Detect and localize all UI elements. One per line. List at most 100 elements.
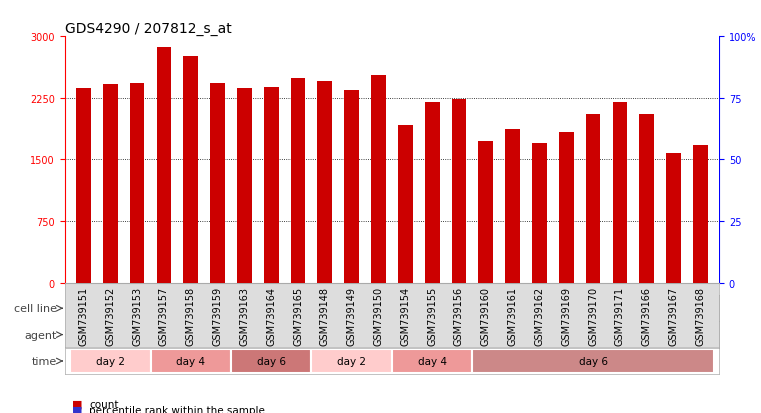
Text: GSM739155: GSM739155 (427, 286, 437, 345)
Text: time: time (31, 356, 56, 366)
Bar (532, 144, 547, 283)
Bar (210, 84, 225, 283)
Bar (237, 89, 252, 283)
Text: GSM739166: GSM739166 (642, 286, 651, 345)
Text: MOLM-13: MOLM-13 (609, 304, 658, 313)
Bar (70, 349, 151, 373)
Text: EPZ004777: EPZ004777 (362, 330, 422, 340)
Bar (552, 323, 633, 347)
Bar (231, 349, 311, 373)
Point (587, 41, 599, 48)
Bar (231, 323, 552, 347)
Text: GSM739161: GSM739161 (508, 286, 517, 345)
Point (400, 41, 412, 48)
Text: GSM739156: GSM739156 (454, 286, 464, 345)
Point (265, 41, 277, 48)
Text: day 2: day 2 (96, 356, 125, 366)
Bar (311, 349, 392, 373)
Text: GSM739150: GSM739150 (374, 286, 384, 345)
Point (319, 41, 331, 48)
Point (238, 41, 250, 48)
Text: GSM739149: GSM739149 (347, 286, 357, 345)
Bar (639, 115, 654, 283)
Point (426, 41, 438, 48)
Point (158, 36, 170, 43)
Bar (76, 89, 91, 283)
Bar (129, 84, 145, 283)
Text: day 2: day 2 (337, 356, 366, 366)
Text: day 6: day 6 (256, 356, 285, 366)
Bar (317, 81, 333, 283)
Text: GSM739153: GSM739153 (132, 286, 142, 345)
Text: MV4-11: MV4-11 (291, 304, 331, 313)
Bar (291, 79, 305, 283)
Text: count: count (89, 399, 119, 409)
Text: GSM739168: GSM739168 (696, 286, 705, 345)
Text: EPZ004777: EPZ004777 (644, 330, 703, 340)
Text: ■: ■ (72, 399, 83, 409)
Bar (473, 349, 714, 373)
Bar (559, 132, 574, 283)
Text: cell line: cell line (14, 304, 56, 313)
Text: day 6: day 6 (578, 356, 607, 366)
Text: day 4: day 4 (418, 356, 447, 366)
Point (345, 41, 358, 48)
Bar (552, 296, 714, 321)
Bar (425, 103, 440, 283)
Bar (586, 115, 600, 283)
Text: GSM739154: GSM739154 (400, 286, 410, 345)
Bar (392, 349, 473, 373)
Point (641, 46, 653, 53)
Point (614, 41, 626, 48)
Point (667, 59, 680, 65)
Point (479, 51, 492, 58)
Text: percentile rank within the sample: percentile rank within the sample (89, 405, 265, 413)
Bar (157, 48, 171, 283)
Bar (371, 76, 386, 283)
Bar (151, 349, 231, 373)
Bar (70, 323, 231, 347)
Text: GSM739157: GSM739157 (159, 286, 169, 345)
Bar (103, 85, 118, 283)
Point (507, 41, 519, 48)
Bar (479, 142, 493, 283)
Text: GDS4290 / 207812_s_at: GDS4290 / 207812_s_at (65, 22, 231, 36)
Text: GSM739163: GSM739163 (240, 286, 250, 345)
Text: agent: agent (24, 330, 56, 340)
Text: control: control (575, 330, 611, 340)
Point (212, 41, 224, 48)
Bar (633, 323, 714, 347)
Bar (693, 145, 708, 283)
Text: ■: ■ (72, 405, 83, 413)
Text: GSM739160: GSM739160 (481, 286, 491, 345)
Bar (344, 91, 359, 283)
Text: GSM739167: GSM739167 (669, 286, 679, 345)
Bar (666, 154, 681, 283)
Point (104, 41, 116, 48)
Text: GSM739148: GSM739148 (320, 286, 330, 345)
Text: GSM739170: GSM739170 (588, 286, 598, 345)
Point (560, 46, 572, 53)
Text: GSM739162: GSM739162 (534, 286, 544, 345)
Bar (451, 100, 466, 283)
Bar (70, 296, 552, 321)
Point (694, 46, 706, 53)
Point (372, 41, 384, 48)
Bar (613, 103, 627, 283)
Bar (264, 88, 279, 283)
Bar (505, 130, 520, 283)
Bar (183, 57, 198, 283)
Text: GSM739151: GSM739151 (78, 286, 88, 345)
Point (131, 41, 143, 48)
Bar (398, 126, 412, 283)
Text: day 4: day 4 (177, 356, 205, 366)
Text: GSM739152: GSM739152 (105, 286, 115, 345)
Point (185, 41, 197, 48)
Text: GSM739165: GSM739165 (293, 286, 303, 345)
Text: GSM739158: GSM739158 (186, 286, 196, 345)
Point (292, 41, 304, 48)
Text: GSM739169: GSM739169 (562, 286, 572, 345)
Point (78, 41, 90, 48)
Point (453, 41, 465, 48)
Text: GSM739159: GSM739159 (212, 286, 222, 345)
